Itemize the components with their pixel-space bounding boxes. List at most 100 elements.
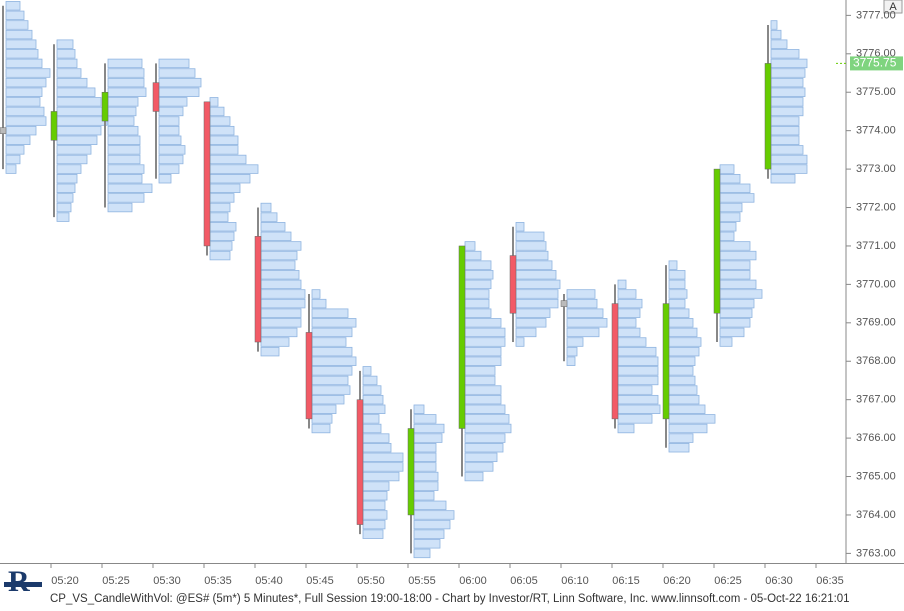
volume-bar xyxy=(5,49,39,59)
volume-bar xyxy=(158,68,196,78)
volume-bar xyxy=(5,164,17,174)
x-tick-label: 06:20 xyxy=(663,575,691,587)
volume-bar xyxy=(464,414,510,424)
volume-bar xyxy=(617,346,657,357)
volume-bar xyxy=(209,154,247,165)
y-tick-label: 3763.00 xyxy=(856,547,896,559)
volume-bar xyxy=(719,202,743,213)
volume-bar xyxy=(56,39,74,49)
x-tick-label: 05:30 xyxy=(153,575,181,587)
volume-bar xyxy=(413,462,437,472)
volume-bar xyxy=(158,154,184,165)
volume-bar xyxy=(209,173,251,184)
volume-bar xyxy=(362,462,404,472)
y-tick-label: 3765.00 xyxy=(856,470,896,482)
volume-bar xyxy=(362,394,384,405)
volume-bar xyxy=(770,97,804,107)
candle-body xyxy=(305,332,313,420)
volume-bar xyxy=(515,241,547,251)
x-tick-label: 06:00 xyxy=(459,575,487,587)
volume-bar xyxy=(56,164,82,174)
volume-bar xyxy=(158,173,172,184)
volume-bar xyxy=(311,423,331,434)
corner-box[interactable] xyxy=(883,0,903,14)
volume-bar xyxy=(464,404,506,414)
volume-bar xyxy=(260,202,272,213)
volume-bar xyxy=(719,327,745,338)
x-tick-label: 05:50 xyxy=(357,575,385,587)
volume-bar xyxy=(464,385,502,395)
y-tick-label: 3777.00 xyxy=(856,9,896,21)
volume-bar xyxy=(209,193,235,203)
volume-bar xyxy=(311,356,357,366)
volume-bar xyxy=(413,548,431,559)
volume-bar xyxy=(770,20,778,30)
volume-bar xyxy=(158,135,182,145)
volume-bar xyxy=(413,491,435,501)
volume-bar xyxy=(107,97,139,107)
volume-bar xyxy=(362,471,400,482)
volume-bar xyxy=(668,414,716,424)
volume-bar xyxy=(311,414,333,424)
volume-bar xyxy=(719,260,751,270)
volume-bar xyxy=(260,250,298,261)
volume-bar xyxy=(362,519,386,530)
volume-bar xyxy=(770,106,804,117)
volume-bar xyxy=(260,327,298,338)
volume-bar xyxy=(158,58,190,69)
volume-bar xyxy=(617,404,661,414)
volume-bar xyxy=(515,289,559,299)
volume-bar xyxy=(464,433,506,443)
volume-bar xyxy=(413,510,455,520)
volume-bar xyxy=(668,394,700,405)
volume-bar xyxy=(362,375,378,386)
svg-text:R: R xyxy=(8,565,30,598)
corner-label[interactable]: A xyxy=(889,1,897,13)
volume-bar xyxy=(56,202,72,213)
candle-body xyxy=(101,91,109,122)
candle-body xyxy=(662,303,670,420)
volume-bar xyxy=(107,202,133,213)
volume-bar xyxy=(107,106,137,117)
volume-bar xyxy=(617,298,643,309)
volume-bar xyxy=(464,356,502,366)
volume-bar xyxy=(413,500,447,511)
volume-bar xyxy=(107,164,145,174)
volume-bar xyxy=(362,404,386,414)
volume-bar xyxy=(668,404,706,414)
x-tick-label: 06:10 xyxy=(561,575,589,587)
volume-bar xyxy=(158,125,180,136)
volume-bar xyxy=(515,231,545,242)
volume-bar xyxy=(260,222,286,232)
volume-bar xyxy=(56,173,78,184)
volume-bar xyxy=(209,145,239,155)
volume-bar xyxy=(260,270,300,280)
logo: R xyxy=(4,565,42,598)
volume-bar xyxy=(464,366,496,376)
volume-bar xyxy=(413,404,425,414)
volume-bar xyxy=(719,289,763,299)
volume-bar xyxy=(668,279,686,290)
candle-body xyxy=(203,101,211,247)
volume-bar xyxy=(464,462,494,472)
volume-bar xyxy=(515,260,553,270)
volume-bar xyxy=(5,97,41,107)
volume-bar xyxy=(158,77,202,88)
volume-bar xyxy=(209,222,237,232)
volume-bar xyxy=(719,173,741,184)
volume-bar xyxy=(260,260,296,270)
volume-bar xyxy=(5,10,25,21)
volume-bar xyxy=(260,279,302,290)
volume-bar xyxy=(515,337,525,347)
volume-bar xyxy=(209,116,231,126)
volume-bar xyxy=(617,385,653,395)
volume-bar xyxy=(464,270,494,280)
volume-bar xyxy=(56,77,88,88)
volume-bar xyxy=(5,116,47,126)
volume-bar xyxy=(107,145,141,155)
volume-bar xyxy=(464,308,492,318)
volume-bar xyxy=(617,308,641,318)
volume-bar xyxy=(56,49,76,59)
volume-bar xyxy=(311,394,345,405)
